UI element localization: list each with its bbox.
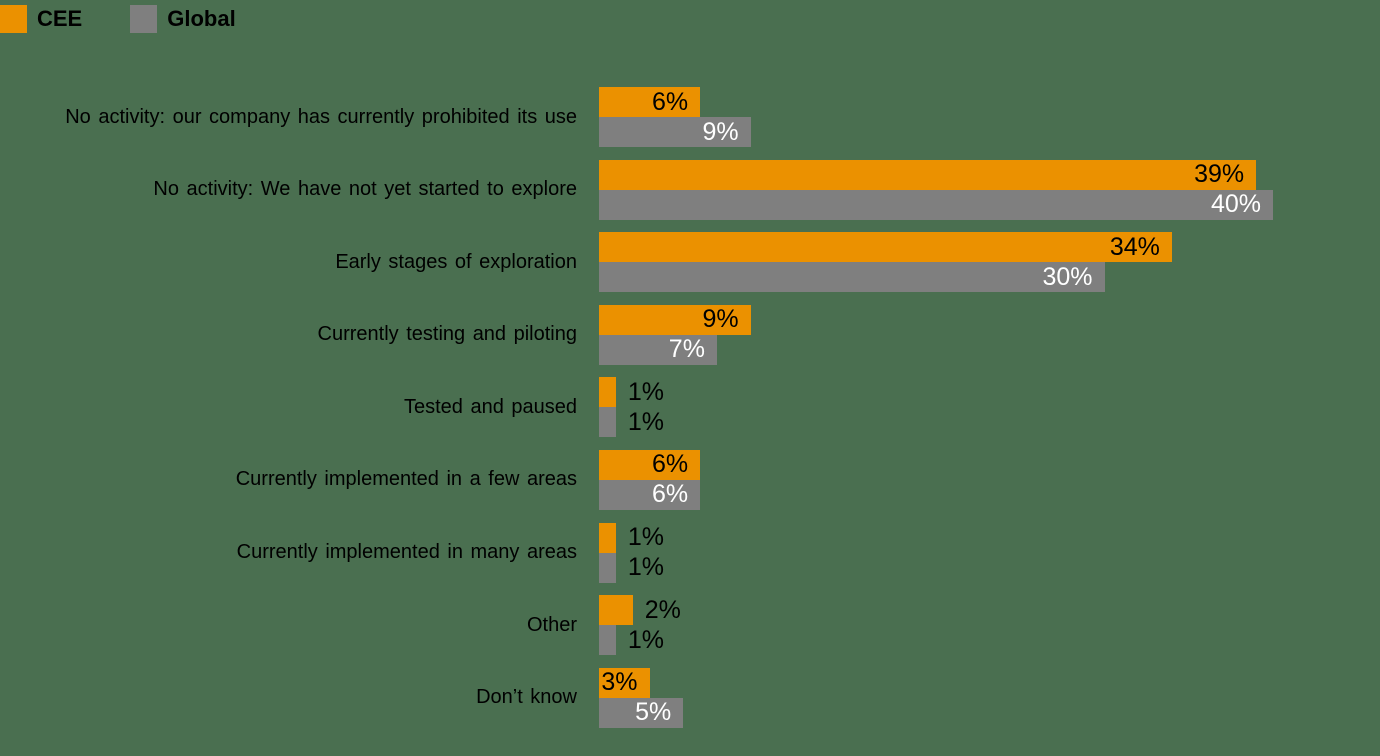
value-label: 9% bbox=[702, 117, 739, 146]
bar-group: 9% 7% bbox=[599, 304, 1380, 365]
bar-group: 6% 6% bbox=[599, 449, 1380, 510]
value-label: 9% bbox=[702, 305, 739, 334]
bar-group: 2% 1% bbox=[599, 595, 1380, 656]
chart-row: Tested and paused 1% 1% bbox=[0, 377, 1380, 438]
category-label: No activity: We have not yet started to … bbox=[153, 178, 577, 201]
chart-row: No activity: our company has currently p… bbox=[0, 87, 1380, 147]
bar-line-global: 5% bbox=[599, 697, 1380, 728]
legend-label-cee: CEE bbox=[37, 6, 83, 31]
category-label: Currently testing and piloting bbox=[317, 323, 577, 346]
bar-global bbox=[599, 625, 616, 656]
value-label: 1% bbox=[627, 553, 664, 582]
bar-line-global: 40% bbox=[599, 189, 1380, 220]
bar-line-cee: 1% bbox=[599, 522, 1380, 553]
bar-group: 1% 1% bbox=[599, 522, 1380, 583]
bar-group: 1% 1% bbox=[599, 377, 1380, 438]
legend-item-cee: CEE bbox=[0, 5, 82, 33]
value-label: 3% bbox=[601, 668, 638, 697]
chart-row: Early stages of exploration 34% 30% bbox=[0, 232, 1380, 293]
bar-line-cee: 2% bbox=[599, 595, 1380, 626]
value-label: 7% bbox=[668, 335, 705, 364]
legend-label-global: Global bbox=[167, 6, 236, 31]
bar-line-cee: 3% bbox=[599, 667, 1380, 698]
bar-line-global: 6% bbox=[599, 479, 1380, 510]
bar-global: 7% bbox=[599, 334, 717, 365]
bar-global: 30% bbox=[599, 262, 1105, 293]
value-label: 1% bbox=[627, 523, 664, 552]
bar-group: 3% 5% bbox=[599, 667, 1380, 728]
bar-line-cee: 6% bbox=[599, 87, 1380, 117]
value-label: 39% bbox=[1194, 160, 1245, 189]
bar-cee: 3% bbox=[599, 667, 650, 698]
category-label: No activity: our company has currently p… bbox=[65, 105, 577, 128]
bar-cee bbox=[599, 377, 616, 408]
bar-global: 40% bbox=[599, 189, 1273, 220]
value-label: 34% bbox=[1109, 232, 1160, 261]
value-label: 1% bbox=[627, 407, 664, 436]
bar-line-cee: 39% bbox=[599, 159, 1380, 190]
bar-cee: 34% bbox=[599, 232, 1172, 263]
bar-line-cee: 9% bbox=[599, 304, 1380, 335]
bar-cee bbox=[599, 522, 616, 553]
value-label: 40% bbox=[1210, 190, 1261, 219]
value-label: 1% bbox=[627, 377, 664, 406]
bar-cee: 6% bbox=[599, 449, 701, 480]
chart-row: Currently implemented in a few areas 6% 6% bbox=[0, 449, 1380, 510]
global-color-swatch-icon bbox=[130, 5, 158, 33]
value-label: 6% bbox=[651, 480, 689, 509]
value-label: 5% bbox=[635, 698, 672, 727]
bar-line-global: 9% bbox=[599, 117, 1380, 147]
chart-row: Other 2% 1% bbox=[0, 595, 1380, 656]
bar-line-global: 1% bbox=[599, 625, 1380, 656]
bar-line-global: 30% bbox=[599, 262, 1380, 293]
value-label: 2% bbox=[644, 595, 681, 624]
chart-row: Don’t know 3% 5% bbox=[0, 667, 1380, 728]
legend: CEE Global bbox=[0, 5, 236, 33]
bar-cee: 9% bbox=[599, 304, 751, 335]
bar-cee: 39% bbox=[599, 159, 1257, 190]
value-label: 6% bbox=[651, 450, 689, 479]
bar-line-cee: 34% bbox=[599, 232, 1380, 263]
bar-group: 39% 40% bbox=[599, 159, 1380, 220]
value-label: 6% bbox=[651, 87, 689, 116]
bar-chart: No activity: our company has currently p… bbox=[0, 87, 1380, 740]
value-label: 30% bbox=[1042, 262, 1093, 291]
category-label: Other bbox=[526, 613, 577, 636]
bar-global: 9% bbox=[599, 117, 751, 147]
bar-line-global: 1% bbox=[599, 407, 1380, 438]
chart-row: Currently implemented in many areas 1% 1% bbox=[0, 522, 1380, 583]
bar-line-cee: 1% bbox=[599, 377, 1380, 408]
legend-item-global: Global bbox=[130, 5, 236, 33]
bar-global: 5% bbox=[599, 697, 684, 728]
bar-global: 6% bbox=[599, 479, 701, 510]
category-label: Early stages of exploration bbox=[335, 250, 577, 273]
bar-global bbox=[599, 552, 616, 583]
bar-cee: 6% bbox=[599, 87, 701, 117]
category-label: Currently implemented in a few areas bbox=[235, 468, 577, 491]
value-label: 1% bbox=[627, 625, 664, 654]
bar-global bbox=[599, 407, 616, 438]
cee-color-swatch-icon bbox=[0, 5, 27, 33]
bar-group: 34% 30% bbox=[599, 232, 1380, 293]
bar-line-global: 1% bbox=[599, 552, 1380, 583]
bar-line-global: 7% bbox=[599, 334, 1380, 365]
category-label: Tested and paused bbox=[403, 395, 577, 418]
chart-row: Currently testing and piloting 9% 7% bbox=[0, 304, 1380, 365]
bar-line-cee: 6% bbox=[599, 449, 1380, 480]
category-label: Don’t know bbox=[476, 686, 577, 709]
chart-row: No activity: We have not yet started to … bbox=[0, 159, 1380, 220]
bar-cee bbox=[599, 595, 633, 626]
category-label: Currently implemented in many areas bbox=[236, 541, 577, 564]
bar-group: 6% 9% bbox=[599, 87, 1380, 147]
